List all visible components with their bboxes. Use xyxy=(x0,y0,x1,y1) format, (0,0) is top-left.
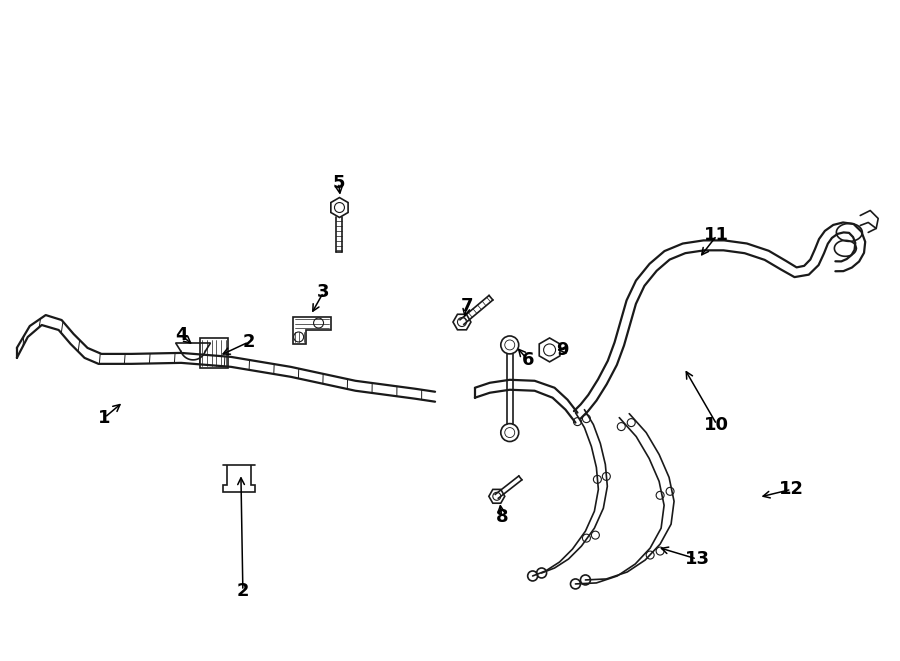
Text: 12: 12 xyxy=(779,481,804,498)
Text: 5: 5 xyxy=(332,174,345,192)
Text: 13: 13 xyxy=(685,550,709,568)
Text: 10: 10 xyxy=(705,416,729,434)
Text: 2: 2 xyxy=(237,582,249,600)
Text: 3: 3 xyxy=(318,283,329,301)
Text: 8: 8 xyxy=(496,508,508,526)
Text: 7: 7 xyxy=(461,297,473,315)
Text: 6: 6 xyxy=(521,351,534,369)
Text: 4: 4 xyxy=(175,326,187,344)
Text: 1: 1 xyxy=(98,408,111,426)
Text: 9: 9 xyxy=(556,341,569,359)
Text: 11: 11 xyxy=(705,227,729,245)
Text: 2: 2 xyxy=(243,333,255,351)
